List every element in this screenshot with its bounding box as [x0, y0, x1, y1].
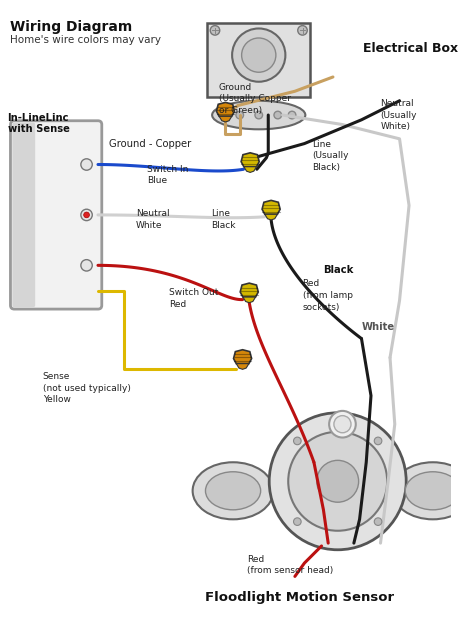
Circle shape — [274, 111, 282, 119]
Circle shape — [232, 29, 285, 81]
Circle shape — [293, 437, 301, 445]
FancyBboxPatch shape — [12, 123, 35, 307]
Polygon shape — [234, 350, 252, 364]
Text: Switch Out
Red: Switch Out Red — [169, 288, 219, 309]
Ellipse shape — [192, 462, 273, 519]
Circle shape — [84, 212, 90, 218]
Polygon shape — [241, 153, 259, 167]
Circle shape — [298, 26, 307, 35]
Circle shape — [236, 111, 244, 119]
Text: Floodlight Motion Sensor: Floodlight Motion Sensor — [204, 591, 393, 604]
Ellipse shape — [392, 462, 473, 519]
Circle shape — [288, 111, 296, 119]
Circle shape — [255, 111, 263, 119]
Polygon shape — [217, 103, 235, 116]
Text: Wiring Diagram: Wiring Diagram — [9, 19, 132, 34]
Circle shape — [329, 411, 356, 437]
Circle shape — [242, 38, 276, 72]
Ellipse shape — [205, 471, 261, 510]
Text: Red
(from sensor head): Red (from sensor head) — [247, 555, 334, 575]
Text: Electrical Box: Electrical Box — [364, 42, 458, 55]
Text: Neutral
(Usually
White): Neutral (Usually White) — [381, 99, 417, 131]
Circle shape — [81, 159, 92, 170]
Text: Black: Black — [323, 265, 354, 275]
Text: Home's wire colors may vary: Home's wire colors may vary — [9, 35, 161, 45]
FancyBboxPatch shape — [10, 121, 102, 309]
Circle shape — [374, 437, 382, 445]
Circle shape — [81, 209, 92, 221]
Text: Line
(Usually
Black): Line (Usually Black) — [312, 140, 348, 172]
Circle shape — [374, 518, 382, 526]
Circle shape — [210, 26, 220, 35]
Circle shape — [293, 518, 301, 526]
Text: with Sense: with Sense — [8, 124, 70, 134]
Text: Line
Black: Line Black — [211, 209, 236, 230]
Polygon shape — [240, 283, 258, 297]
Circle shape — [81, 259, 92, 271]
Polygon shape — [219, 116, 232, 122]
Polygon shape — [236, 364, 249, 369]
Text: Sense
(not used typically)
Yellow: Sense (not used typically) Yellow — [43, 372, 131, 404]
FancyBboxPatch shape — [208, 23, 310, 97]
Circle shape — [334, 415, 351, 433]
Text: Neutral
White: Neutral White — [136, 209, 170, 230]
Text: In-LineLinc: In-LineLinc — [8, 113, 69, 123]
Polygon shape — [265, 215, 277, 220]
Polygon shape — [262, 200, 280, 215]
Text: Ground
(Usually Copper
or Green): Ground (Usually Copper or Green) — [219, 83, 291, 115]
Circle shape — [222, 111, 229, 119]
Ellipse shape — [212, 101, 305, 129]
Polygon shape — [243, 297, 255, 303]
Ellipse shape — [405, 471, 460, 510]
Circle shape — [288, 432, 387, 531]
Text: White: White — [362, 322, 395, 332]
Circle shape — [317, 460, 359, 502]
Text: Switch In
Blue: Switch In Blue — [147, 165, 189, 185]
Polygon shape — [244, 167, 256, 172]
Text: Red
(from lamp
sockets): Red (from lamp sockets) — [302, 279, 353, 312]
Text: Ground - Copper: Ground - Copper — [109, 139, 191, 149]
Circle shape — [269, 413, 406, 550]
FancyBboxPatch shape — [373, 478, 394, 494]
FancyBboxPatch shape — [261, 478, 291, 494]
